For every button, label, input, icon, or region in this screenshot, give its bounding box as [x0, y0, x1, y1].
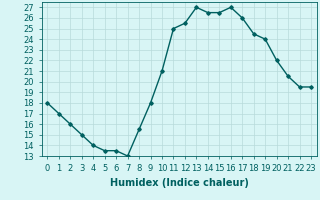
X-axis label: Humidex (Indice chaleur): Humidex (Indice chaleur) — [110, 178, 249, 188]
